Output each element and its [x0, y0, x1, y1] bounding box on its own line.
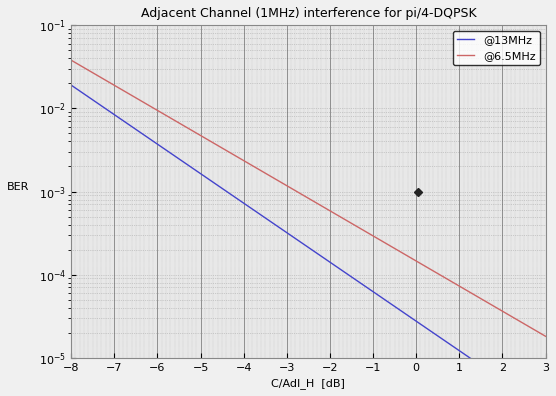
@6.5MHz: [542, 334, 549, 339]
@6.5MHz: [296, 190, 302, 195]
@6.5MHz: [68, 58, 75, 63]
@13MHz: [296, 239, 302, 244]
@6.5MHz: [350, 222, 357, 227]
@13MHz: [325, 258, 331, 263]
@13MHz: [456, 349, 463, 354]
Title: Adjacent Channel (1MHz) interference for pi/4-DQPSK: Adjacent Channel (1MHz) interference for…: [141, 7, 476, 20]
@13MHz: [350, 276, 357, 281]
@6.5MHz: [456, 284, 463, 289]
@6.5MHz: [293, 189, 300, 194]
@6.5MHz: [325, 207, 331, 212]
Legend: @13MHz, @6.5MHz: @13MHz, @6.5MHz: [453, 31, 540, 65]
Line: @13MHz: @13MHz: [71, 85, 545, 396]
Line: @6.5MHz: @6.5MHz: [71, 60, 545, 336]
@13MHz: [293, 237, 300, 242]
@13MHz: [68, 83, 75, 88]
Y-axis label: BER: BER: [7, 181, 29, 192]
X-axis label: C/AdI_H  [dB]: C/AdI_H [dB]: [271, 378, 345, 389]
@6.5MHz: [531, 327, 538, 332]
